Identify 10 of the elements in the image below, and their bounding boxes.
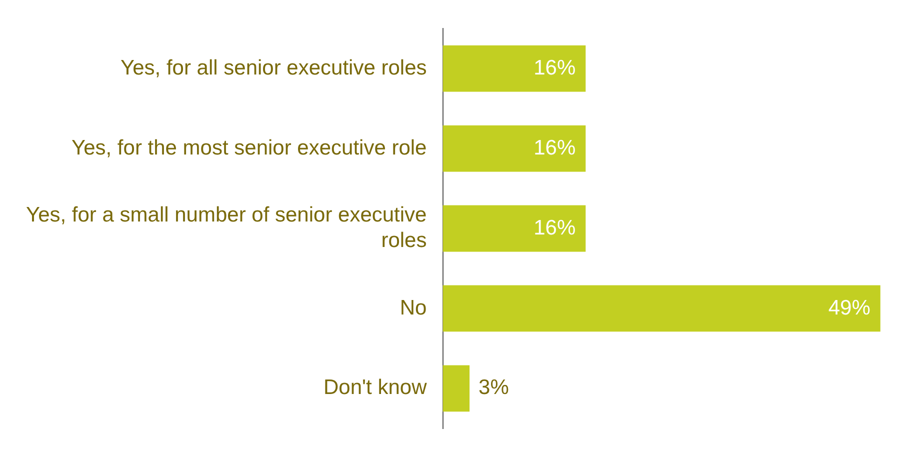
data-label: 49% <box>828 296 870 320</box>
data-label: 16% <box>534 136 576 160</box>
data-label: 16% <box>534 216 576 240</box>
data-label: 3% <box>478 376 509 400</box>
y-tick-label: Don't know <box>324 376 428 400</box>
y-tick-label: Yes, for the most senior executive role <box>72 136 427 160</box>
y-tick-label: No <box>400 296 427 320</box>
y-tick-label: Yes, for all senior executive roles <box>120 56 427 80</box>
y-tick-label: Yes, for a small number of senior executive roles <box>26 204 427 252</box>
data-label: 16% <box>534 56 576 80</box>
